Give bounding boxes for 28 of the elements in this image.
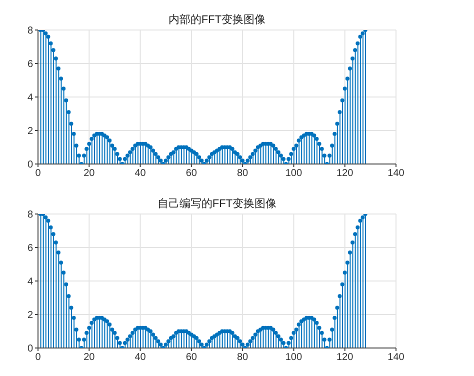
- y-tick-label: 4: [27, 276, 34, 288]
- x-tick-label: 120: [336, 352, 354, 364]
- x-tick-label: 40: [134, 352, 146, 364]
- y-tick-label: 0: [27, 344, 34, 355]
- chart-title: 内部的FFT变换图像: [167, 12, 267, 27]
- x-tick-label: 60: [186, 352, 198, 364]
- y-tick-label: 8: [27, 210, 34, 221]
- x-tick-label: 20: [84, 168, 96, 180]
- y-tick-label: 6: [27, 59, 34, 70]
- y-tick-label: 2: [27, 310, 34, 322]
- x-tick-label: 120: [336, 168, 354, 180]
- x-tick-label: 140: [388, 168, 405, 180]
- y-tick-label: 8: [27, 26, 34, 37]
- x-tick-label: 140: [388, 352, 405, 364]
- x-tick-label: 20: [84, 352, 96, 364]
- x-tick-label: 0: [35, 168, 42, 180]
- y-tick-label: 2: [27, 126, 34, 138]
- y-tick-label: 6: [27, 243, 34, 254]
- x-tick-label: 80: [237, 352, 249, 364]
- x-tick-label: 40: [134, 168, 146, 180]
- x-tick-label: 80: [237, 168, 249, 180]
- x-tick-label: 0: [35, 352, 42, 364]
- y-tick-label: 4: [27, 92, 34, 104]
- x-tick-label: 100: [285, 168, 302, 180]
- y-tick-label: 0: [27, 160, 34, 171]
- x-tick-label: 100: [285, 352, 302, 364]
- chart-title: 自己编写的FFT变换图像: [156, 196, 278, 211]
- x-tick-label: 60: [186, 168, 198, 180]
